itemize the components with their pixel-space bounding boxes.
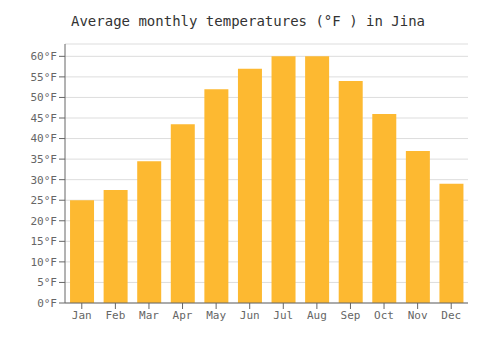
svg-text:Mar: Mar (139, 309, 159, 322)
svg-text:Jul: Jul (273, 309, 293, 322)
svg-text:20°F: 20°F (31, 215, 58, 228)
svg-text:Feb: Feb (105, 309, 125, 322)
svg-text:Dec: Dec (441, 309, 461, 322)
svg-text:0°F: 0°F (37, 297, 57, 310)
svg-text:45°F: 45°F (31, 112, 58, 125)
svg-text:30°F: 30°F (31, 174, 58, 187)
svg-text:40°F: 40°F (31, 132, 58, 145)
svg-text:Oct: Oct (374, 309, 394, 322)
svg-text:10°F: 10°F (31, 256, 58, 269)
svg-text:60°F: 60°F (31, 50, 58, 63)
svg-text:Sep: Sep (341, 309, 361, 322)
svg-text:May: May (206, 309, 226, 322)
svg-text:Nov: Nov (408, 309, 428, 322)
svg-text:Jun: Jun (240, 309, 260, 322)
svg-text:15°F: 15°F (31, 235, 58, 248)
svg-text:Aug: Aug (307, 309, 327, 322)
svg-text:5°F: 5°F (37, 276, 57, 289)
svg-text:55°F: 55°F (31, 71, 58, 84)
svg-text:Apr: Apr (173, 309, 193, 322)
svg-text:Jan: Jan (72, 309, 92, 322)
html-text:Average monthly temperatures (: Average monthly temperatures (°F ) in Ji… (71, 13, 425, 29)
svg-text:35°F: 35°F (31, 153, 58, 166)
svg-text:50°F: 50°F (31, 91, 58, 104)
svg-text:25°F: 25°F (31, 194, 58, 207)
